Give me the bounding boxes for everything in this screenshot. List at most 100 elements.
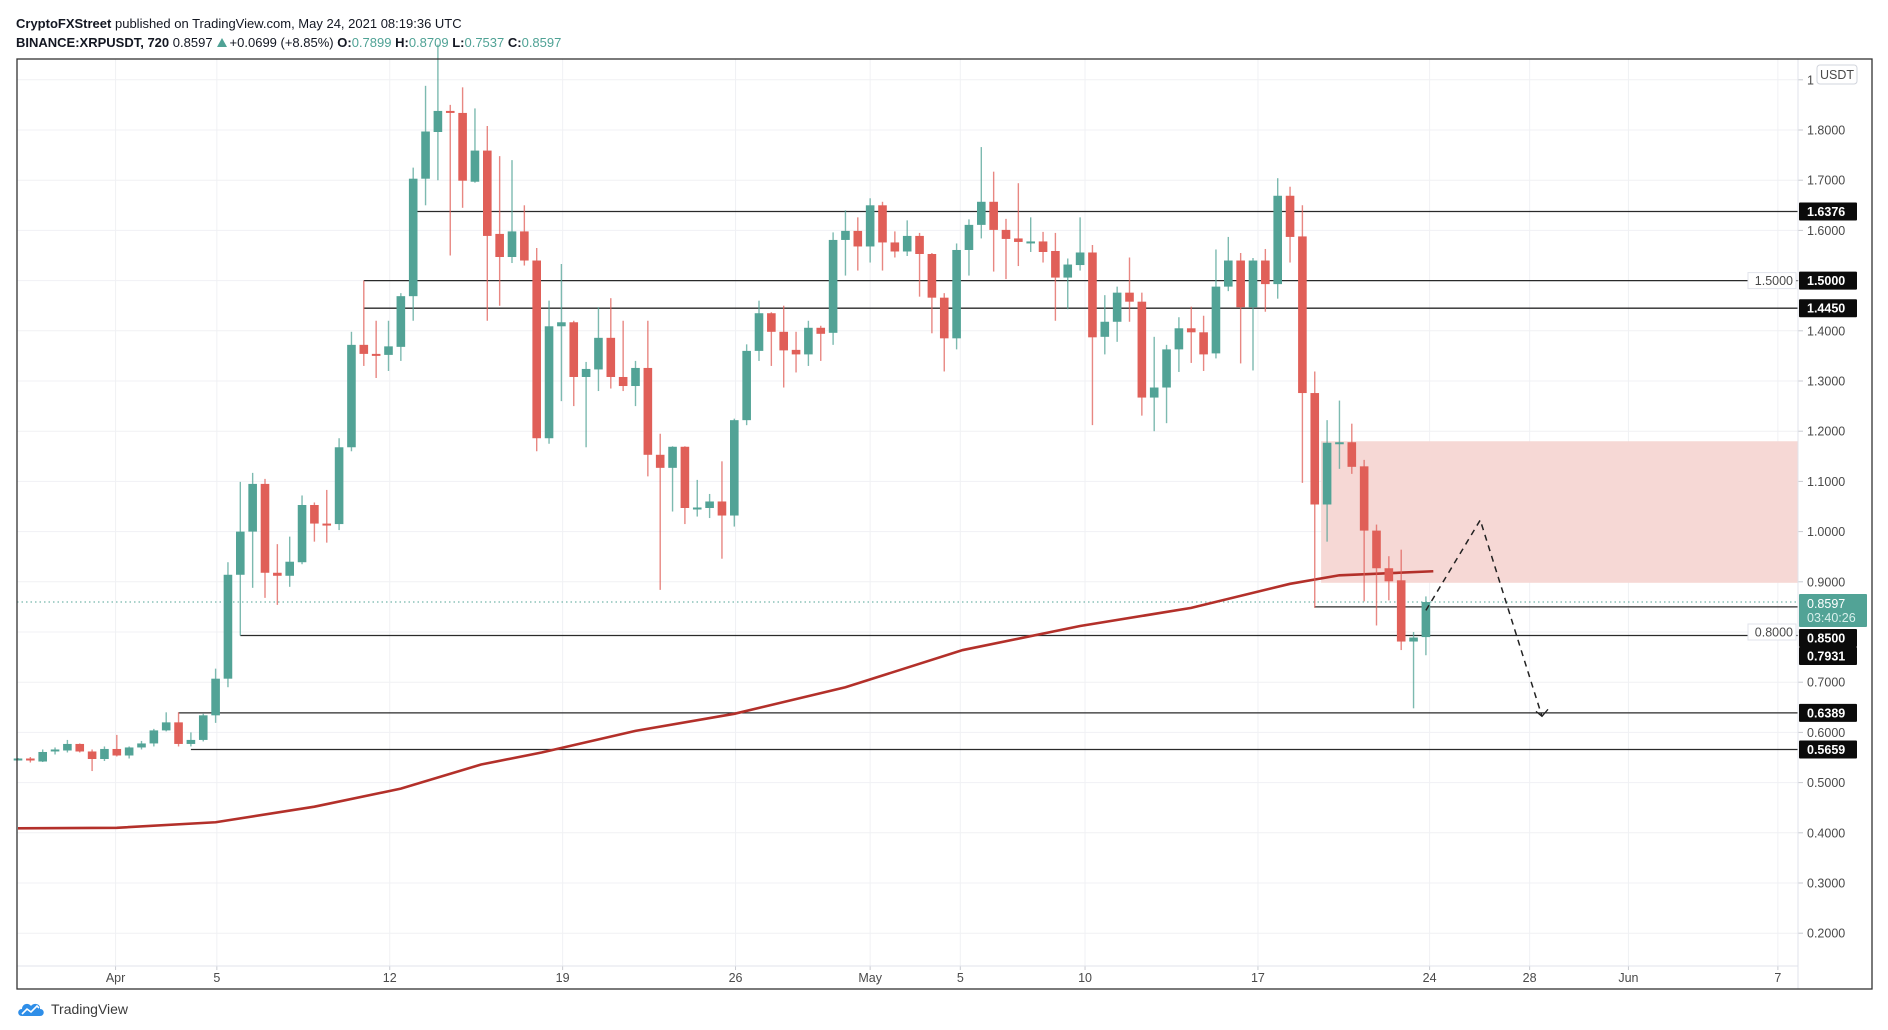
candle-body [445, 110, 455, 113]
candle-down [112, 734, 122, 757]
close-value: 0.8597 [521, 35, 562, 50]
candle-body [334, 447, 344, 525]
candle-body [890, 242, 900, 252]
candle-down [1199, 315, 1208, 371]
candle-body [248, 483, 257, 532]
y-tick-label: 1.8000 [1807, 124, 1845, 138]
candle-down [260, 478, 270, 598]
candle-up [581, 361, 591, 448]
y-tick-label: 1.0000 [1807, 525, 1845, 539]
publish-info: CryptoFXStreet published on TradingView.… [16, 16, 462, 31]
supply-zone-rect [1321, 441, 1798, 583]
price-axis[interactable] [1798, 59, 1872, 989]
candle-body [618, 376, 628, 387]
arrowhead-icon [1535, 708, 1549, 718]
candle-body [384, 346, 393, 355]
candle-up [63, 739, 72, 753]
candle-body [310, 504, 319, 524]
candle-body [606, 337, 616, 377]
candle-down [767, 312, 776, 366]
currency-badge[interactable]: USDT [1816, 64, 1858, 85]
candle-up [1075, 217, 1085, 271]
tradingview-logo[interactable]: TradingView [16, 1000, 128, 1018]
candle-up [211, 668, 220, 723]
candle-down [1001, 218, 1011, 280]
candle-down [1137, 292, 1147, 416]
candle-up [149, 728, 159, 747]
candle-body [680, 446, 690, 509]
candle-body [1359, 466, 1369, 531]
candle-down [989, 171, 998, 272]
candle-down [779, 305, 788, 388]
candle-down [1359, 459, 1369, 602]
candle-up [1273, 178, 1282, 299]
candle-body [211, 678, 220, 716]
candle-down [1396, 549, 1406, 651]
candle-body [1199, 332, 1208, 355]
x-tick-label: 7 [1774, 971, 1781, 985]
level-price-text: 1.6376 [1807, 205, 1845, 219]
candle-up [507, 160, 517, 264]
candle-down [1347, 423, 1357, 474]
time-axis[interactable] [17, 966, 1872, 989]
candle-body [816, 327, 826, 334]
candle-up [186, 732, 196, 747]
tradingview-cloud-icon [18, 1003, 44, 1016]
candle-body [396, 296, 406, 347]
y-tick-label: 1.6000 [1807, 224, 1845, 238]
low-label: L: [452, 35, 465, 50]
candle-up [124, 746, 134, 759]
candle-body [13, 758, 23, 761]
candle-down [532, 247, 541, 452]
horizontal-levels[interactable] [178, 210, 1798, 751]
candle-body [26, 758, 35, 761]
candle-up [408, 167, 418, 321]
candle-up [964, 219, 974, 276]
candle-body [1001, 229, 1011, 239]
candle-body [1409, 637, 1418, 642]
candle-up [544, 300, 554, 444]
candle-body [1224, 260, 1233, 287]
candle-down [87, 749, 97, 772]
candle-down [520, 205, 529, 266]
candle-down [1384, 556, 1394, 601]
candle-down [655, 433, 665, 590]
candle-up [841, 210, 850, 276]
y-tick-label: 1 [1807, 73, 1814, 87]
candle-body [1014, 238, 1023, 242]
candle-body [87, 751, 97, 760]
candle-up [285, 536, 294, 587]
candle-up [50, 747, 60, 755]
candle-body [643, 367, 653, 455]
candle-body [804, 327, 813, 355]
candle-body [915, 235, 924, 254]
candle-body [1051, 250, 1060, 278]
candle-body [371, 353, 381, 356]
candle-body [359, 344, 369, 354]
candle-up [1211, 249, 1221, 359]
candle-up [1026, 217, 1035, 252]
candle-body [1162, 349, 1171, 388]
author-name[interactable]: CryptoFXStreet [16, 16, 112, 31]
candle-up [828, 232, 838, 345]
y-tick-label: 1.7000 [1807, 174, 1845, 188]
candle-body [1273, 195, 1282, 285]
candle-down [680, 446, 690, 525]
candle-down [643, 320, 653, 477]
level-price-text: 0.6389 [1807, 706, 1845, 720]
supply-zone [1321, 441, 1798, 583]
level-price-badge [1799, 740, 1857, 759]
candle-down [939, 293, 949, 372]
candle-up [668, 446, 677, 512]
candle-body [1248, 260, 1258, 308]
candle-body [63, 743, 72, 751]
candle-body [927, 253, 937, 298]
candle-up [198, 713, 208, 742]
candle-up [804, 320, 813, 366]
candle-up [594, 307, 603, 392]
candle-body [260, 483, 270, 573]
candle-body [100, 748, 109, 760]
candle-body [347, 344, 356, 448]
candle-body [655, 454, 665, 468]
